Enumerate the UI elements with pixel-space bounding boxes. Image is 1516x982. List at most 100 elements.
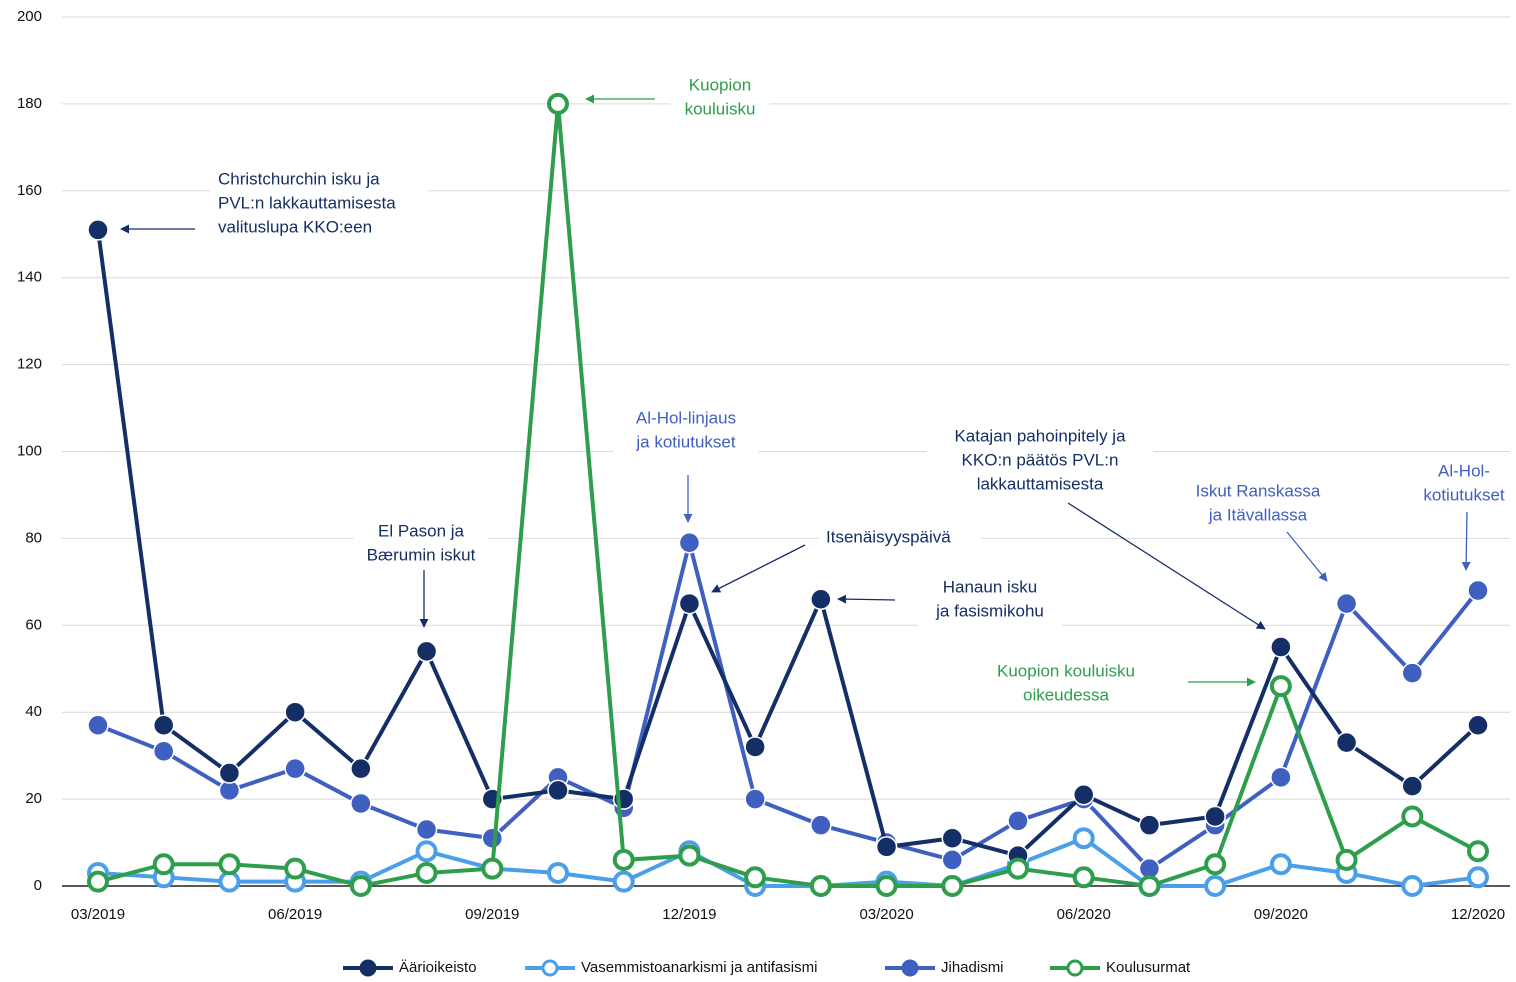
point bbox=[1270, 766, 1292, 789]
point bbox=[87, 714, 109, 736]
annotation-text: ja kotiutukset bbox=[635, 432, 735, 451]
point bbox=[350, 792, 372, 815]
point bbox=[678, 592, 701, 615]
annotation-bg bbox=[1405, 457, 1516, 511]
point bbox=[152, 853, 175, 876]
annotation: Kuopion kouluisku oikeudessa bbox=[979, 657, 1256, 711]
point bbox=[152, 740, 175, 763]
annotation-bg bbox=[670, 71, 770, 125]
annotation-arrow bbox=[837, 594, 896, 604]
point bbox=[744, 736, 766, 758]
annotation-text: KKO:n päätös PVL:n bbox=[962, 450, 1119, 469]
annotation-text: Christchurchin isku ja bbox=[218, 169, 380, 188]
annotation: Al-Hol-linjaus ja kotiutukset bbox=[613, 404, 759, 523]
point bbox=[1270, 636, 1292, 658]
point bbox=[612, 848, 635, 871]
annotation: Katajan pahoinpitely ja KKO:n päätös PVL:… bbox=[926, 422, 1266, 630]
annotation-text: Al-Hol-linjaus bbox=[636, 408, 736, 427]
annotation-bg bbox=[979, 657, 1153, 711]
point bbox=[1401, 875, 1424, 897]
point bbox=[875, 875, 898, 897]
point bbox=[1467, 714, 1489, 736]
point bbox=[415, 818, 438, 841]
annotation-bg bbox=[818, 523, 982, 553]
annotation-text: Kuopion kouluisku bbox=[997, 661, 1135, 680]
point bbox=[1467, 579, 1489, 602]
y-tick-label: 120 bbox=[17, 356, 42, 373]
annotation-arrow bbox=[1286, 531, 1328, 582]
x-tick-label: 09/2019 bbox=[465, 906, 519, 923]
legend-marker bbox=[359, 959, 377, 977]
annotation-text: El Pason ja bbox=[378, 521, 465, 540]
y-tick-label: 180 bbox=[17, 95, 42, 112]
y-tick-label: 40 bbox=[25, 703, 42, 720]
point bbox=[415, 640, 438, 663]
annotation-text: Al-Hol- bbox=[1438, 461, 1490, 480]
x-tick-label: 06/2020 bbox=[1057, 906, 1111, 923]
point bbox=[1401, 775, 1424, 797]
point bbox=[1269, 675, 1292, 698]
annotation-bg bbox=[1181, 477, 1335, 531]
point bbox=[481, 827, 504, 849]
annotation: Itsenäisyyspäivä bbox=[711, 523, 982, 593]
legend-marker bbox=[541, 959, 559, 977]
point bbox=[1138, 875, 1161, 897]
point bbox=[941, 875, 964, 897]
point bbox=[284, 857, 307, 880]
y-tick-label: 80 bbox=[25, 529, 42, 546]
annotation-text: Kuopion bbox=[689, 75, 751, 94]
point bbox=[87, 870, 109, 893]
annotation: El Pason ja Bærumin iskut bbox=[353, 517, 489, 628]
point bbox=[612, 870, 635, 893]
point bbox=[350, 757, 372, 780]
annotation-text: Bærumin iskut bbox=[367, 545, 476, 564]
point bbox=[1072, 866, 1095, 889]
annotation-text: oikeudessa bbox=[1023, 685, 1110, 704]
annotation-text: kotiutukset bbox=[1423, 485, 1505, 504]
point bbox=[1204, 853, 1227, 876]
annotation-text: ja Itävallassa bbox=[1208, 505, 1308, 524]
annotation-arrow bbox=[1461, 511, 1471, 571]
point bbox=[941, 849, 964, 871]
series-line bbox=[96, 229, 1480, 858]
annotation-text: valituslupa KKO:een bbox=[218, 217, 372, 236]
annotation-text: Itsenäisyyspäivä bbox=[826, 527, 951, 546]
x-tick-label: 12/2020 bbox=[1451, 906, 1505, 923]
annotation: Hanaun isku ja fasismikohu bbox=[837, 573, 1063, 627]
annotation: Iskut Ranskassa ja Itävallassa bbox=[1181, 477, 1335, 582]
point bbox=[152, 714, 175, 736]
point bbox=[547, 779, 569, 802]
legend-marker bbox=[901, 959, 919, 977]
series-line bbox=[97, 101, 1479, 888]
point bbox=[875, 836, 898, 858]
point bbox=[218, 870, 241, 893]
point bbox=[1335, 592, 1358, 615]
y-tick-label: 100 bbox=[17, 442, 42, 459]
point bbox=[1467, 840, 1489, 863]
point bbox=[744, 788, 766, 810]
legend-label: Koulusurmat bbox=[1106, 959, 1191, 976]
point bbox=[809, 875, 832, 897]
point bbox=[1204, 805, 1226, 828]
x-tick-label: 06/2019 bbox=[268, 906, 322, 923]
point bbox=[1204, 875, 1227, 897]
legend-label: Äärioikeisto bbox=[399, 959, 477, 976]
legend-item: Vasemmistoanarkismi ja antifasismi bbox=[525, 959, 817, 977]
y-tick-label: 140 bbox=[17, 269, 42, 286]
point bbox=[87, 219, 109, 241]
legend-item: Äärioikeisto bbox=[343, 959, 477, 977]
point bbox=[1138, 814, 1161, 836]
point bbox=[218, 762, 241, 784]
annotation-text: Katajan pahoinpitely ja bbox=[954, 426, 1126, 445]
y-tick-label: 20 bbox=[25, 790, 42, 807]
point bbox=[1269, 853, 1292, 876]
point bbox=[415, 861, 438, 884]
point bbox=[1072, 784, 1095, 806]
point bbox=[1072, 827, 1095, 850]
point bbox=[810, 588, 832, 610]
annotation: Christchurchin isku ja PVL:n lakkauttamis… bbox=[120, 165, 429, 243]
point bbox=[1007, 810, 1029, 832]
annotation: Al-Hol-kotiutukset bbox=[1405, 457, 1516, 571]
point bbox=[1401, 662, 1424, 684]
annotation-text: lakkauttamisesta bbox=[977, 474, 1104, 493]
